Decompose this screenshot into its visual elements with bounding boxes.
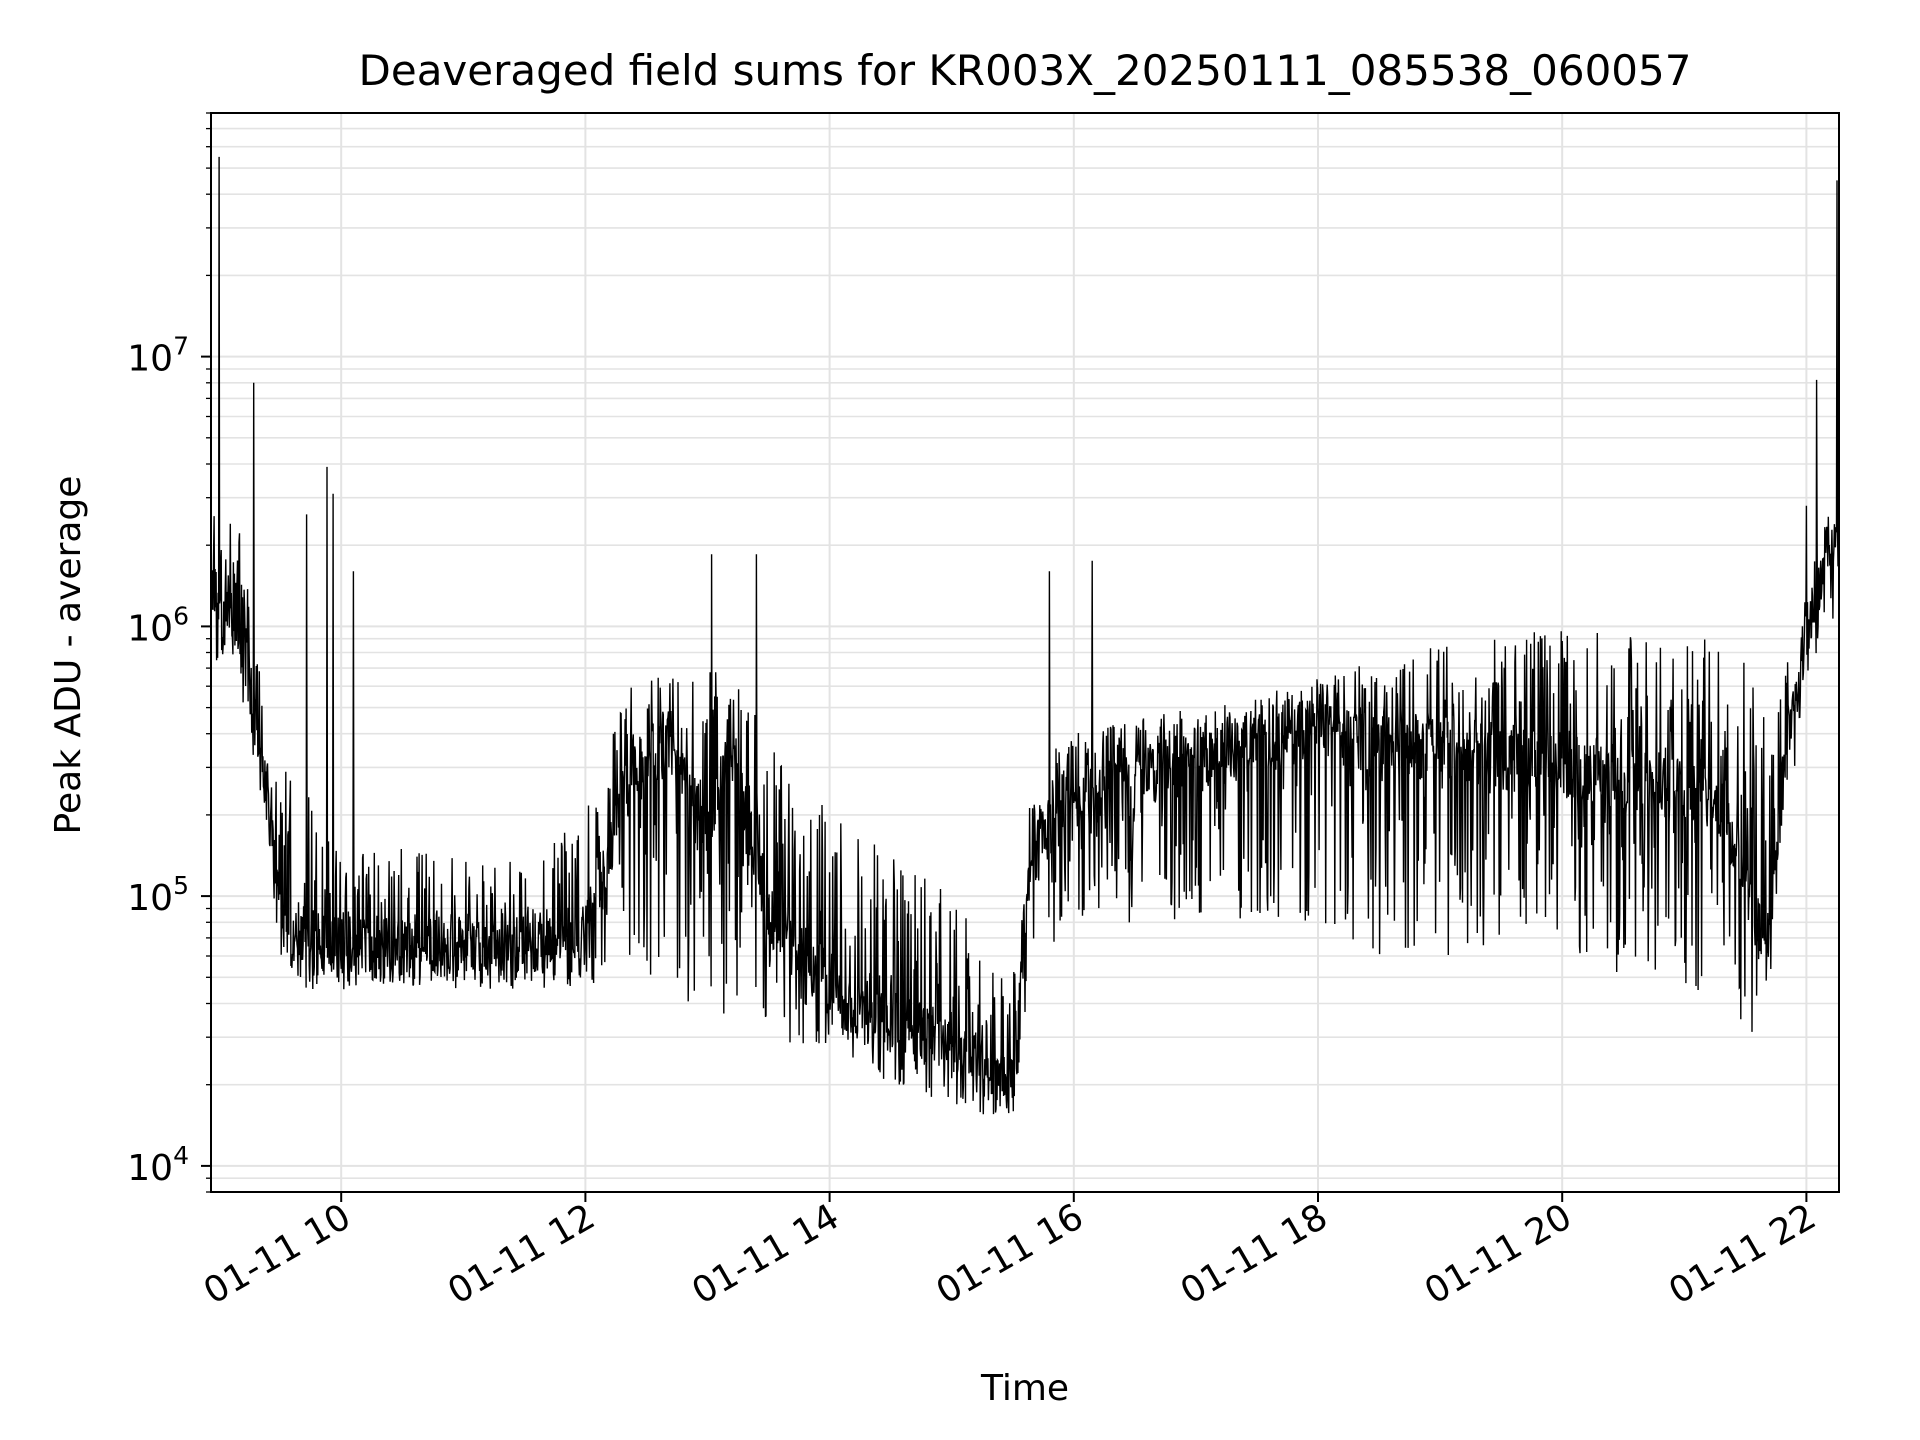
y-tick-label: 107: [127, 332, 189, 380]
y-tick-label: 105: [127, 871, 189, 919]
series-line: [210, 156, 1840, 1115]
x-axis-label: Time: [980, 1368, 1069, 1409]
chart-title: Deaveraged field sums for KR003X_2025011…: [359, 46, 1692, 95]
y-axis-label: Peak ADU - average: [48, 476, 89, 835]
data-series: [210, 156, 1840, 1115]
y-tick-label: 106: [127, 601, 189, 649]
y-tick-label: 104: [127, 1141, 189, 1189]
